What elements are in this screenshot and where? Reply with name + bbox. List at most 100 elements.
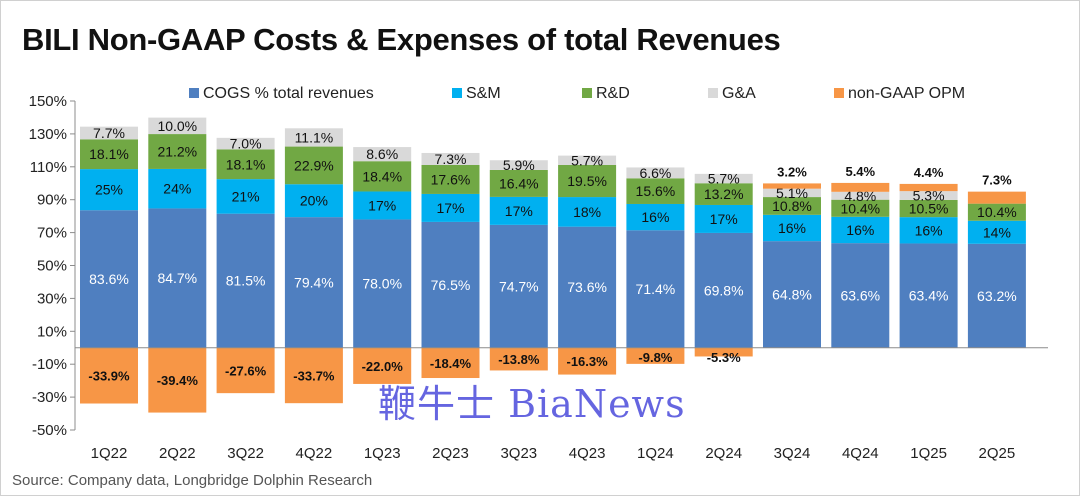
ga-data-label: 8.6% bbox=[366, 146, 398, 162]
cogs-data-label: 63.4% bbox=[909, 288, 949, 304]
sm-data-label: 16% bbox=[846, 222, 874, 238]
sm-bar bbox=[626, 203, 685, 231]
ga-bar bbox=[763, 188, 821, 198]
ga-bar bbox=[353, 147, 412, 162]
cogs-data-label: 74.7% bbox=[499, 278, 539, 294]
opm-data-label: -33.7% bbox=[293, 368, 335, 383]
cogs-data-label: 79.4% bbox=[294, 274, 334, 290]
opm-data-label: -18.4% bbox=[430, 356, 472, 371]
rd-bar bbox=[489, 169, 548, 197]
opm-data-label: 7.3% bbox=[982, 173, 1012, 188]
rd-data-label: 13.2% bbox=[704, 186, 744, 202]
cogs-data-label: 83.6% bbox=[89, 271, 129, 287]
x-tick-label: 3Q24 bbox=[774, 445, 811, 462]
sm-data-label: 25% bbox=[95, 182, 123, 198]
rd-bar bbox=[899, 199, 958, 218]
y-tick-label: 70% bbox=[37, 225, 67, 242]
rd-data-label: 10.8% bbox=[772, 198, 812, 214]
opm-legend-label: non-GAAP OPM bbox=[848, 85, 965, 102]
ga-data-label: 11.1% bbox=[295, 129, 334, 145]
rd-data-label: 21.2% bbox=[157, 144, 197, 160]
sm-data-label: 21% bbox=[232, 188, 260, 204]
opm-bar bbox=[831, 182, 890, 192]
sm-bar bbox=[421, 193, 480, 222]
rd-data-label: 10.4% bbox=[977, 204, 1017, 220]
rd-bar bbox=[558, 164, 617, 198]
sm-data-label: 16% bbox=[641, 209, 669, 225]
rd-bar bbox=[421, 164, 480, 194]
opm-data-label: -33.9% bbox=[88, 369, 130, 384]
sm-bar bbox=[967, 220, 1026, 244]
sm-data-label: 17% bbox=[436, 200, 464, 216]
rd-data-label: 18.1% bbox=[89, 146, 129, 162]
cogs-bar bbox=[80, 210, 138, 348]
ga-data-label: 7.3% bbox=[435, 151, 467, 167]
rd-data-label: 22.9% bbox=[294, 157, 334, 173]
cogs-data-label: 76.5% bbox=[431, 277, 471, 293]
opm-bar bbox=[216, 347, 275, 394]
opm-bar bbox=[421, 347, 480, 379]
opm-bar bbox=[899, 183, 958, 192]
opm-legend-swatch bbox=[834, 88, 844, 98]
cogs-bar bbox=[967, 243, 1026, 348]
sm-data-label: 14% bbox=[983, 224, 1011, 240]
rd-data-label: 18.4% bbox=[362, 168, 402, 184]
sm-bar bbox=[216, 179, 275, 214]
ga-data-label: 5.3% bbox=[913, 188, 945, 204]
ga-data-label: 5.7% bbox=[708, 171, 740, 187]
ga-bar bbox=[80, 126, 138, 140]
y-tick-label: -30% bbox=[32, 389, 67, 406]
rd-bar bbox=[216, 149, 275, 180]
x-tick-label: 1Q22 bbox=[91, 445, 128, 462]
cogs-bar bbox=[489, 224, 548, 348]
rd-bar bbox=[831, 199, 890, 217]
y-tick-label: 130% bbox=[29, 126, 67, 143]
opm-bar bbox=[967, 191, 1026, 204]
x-tick-label: 1Q23 bbox=[364, 445, 401, 462]
cogs-bar bbox=[763, 241, 821, 348]
opm-bar bbox=[353, 347, 412, 384]
sm-bar bbox=[763, 214, 821, 242]
ga-data-label: 10.0% bbox=[157, 118, 197, 134]
cogs-bar bbox=[421, 221, 480, 348]
opm-data-label: -39.4% bbox=[157, 373, 199, 388]
cogs-data-label: 73.6% bbox=[567, 279, 607, 295]
rd-bar bbox=[284, 146, 343, 185]
rd-data-label: 10.5% bbox=[909, 201, 949, 217]
y-tick-label: -50% bbox=[32, 422, 67, 439]
sm-bar bbox=[489, 196, 548, 225]
opm-bar bbox=[80, 347, 138, 404]
bianews-watermark: 鞭牛士 BiaNews bbox=[378, 382, 686, 426]
rd-data-label: 18.1% bbox=[226, 156, 266, 172]
opm-data-label: -16.3% bbox=[566, 354, 608, 369]
ga-data-label: 5.1% bbox=[776, 185, 808, 201]
sm-bar bbox=[558, 197, 617, 227]
cogs-bar bbox=[899, 243, 958, 348]
cogs-data-label: 69.8% bbox=[704, 282, 744, 298]
sm-bar bbox=[831, 216, 890, 244]
ga-bar bbox=[558, 155, 617, 165]
ga-legend-swatch bbox=[708, 88, 718, 98]
cogs-data-label: 81.5% bbox=[226, 273, 266, 289]
ga-data-label: 7.7% bbox=[93, 125, 125, 141]
ga-data-label: 5.7% bbox=[571, 152, 603, 168]
opm-bar bbox=[489, 347, 548, 371]
opm-bar bbox=[558, 347, 617, 375]
sm-legend-swatch bbox=[452, 88, 462, 98]
y-tick-label: -10% bbox=[32, 356, 67, 373]
ga-bar bbox=[284, 128, 343, 147]
cogs-data-label: 84.7% bbox=[157, 270, 197, 286]
cogs-data-label: 63.6% bbox=[840, 287, 880, 303]
sm-data-label: 17% bbox=[505, 203, 533, 219]
sm-bar bbox=[694, 204, 753, 233]
opm-data-label: 3.2% bbox=[777, 164, 807, 179]
ga-bar bbox=[421, 152, 480, 165]
opm-data-label: 5.4% bbox=[845, 164, 875, 179]
x-tick-label: 3Q22 bbox=[227, 445, 264, 462]
cogs-data-label: 63.2% bbox=[977, 288, 1017, 304]
opm-data-label: -9.8% bbox=[638, 350, 672, 365]
sm-data-label: 16% bbox=[915, 222, 943, 238]
y-tick-label: 150% bbox=[29, 93, 67, 110]
rd-data-label: 19.5% bbox=[567, 173, 607, 189]
x-tick-label: 4Q24 bbox=[842, 445, 879, 462]
